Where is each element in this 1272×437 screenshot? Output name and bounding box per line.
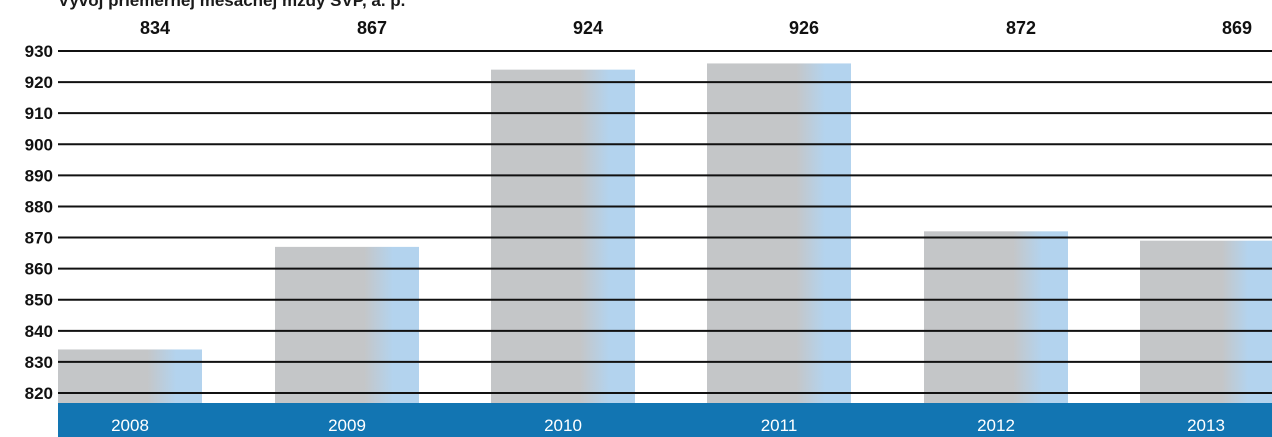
bar-2011 [707, 63, 851, 403]
y-tick-label-890: 890 [25, 166, 53, 185]
x-axis: 2008 2009 2010 2011 2012 2013 [58, 403, 1272, 437]
x-tick-label-2010: 2010 [544, 416, 582, 435]
x-tick-label-2012: 2012 [977, 416, 1015, 435]
x-axis-band [58, 403, 1272, 437]
y-tick-label-830: 830 [25, 353, 53, 372]
x-tick-label-2013: 2013 [1187, 416, 1225, 435]
value-label-2010: 924 [573, 18, 603, 38]
x-tick-label-2009: 2009 [328, 416, 366, 435]
x-tick-label-2008: 2008 [111, 416, 149, 435]
gridlines [58, 50, 1272, 394]
value-label-2013: 869 [1222, 18, 1252, 38]
value-label-2011: 926 [789, 18, 819, 38]
y-tick-label-930: 930 [25, 42, 53, 61]
bar-2009 [275, 246, 419, 403]
y-tick-label-900: 900 [25, 135, 53, 154]
value-label-2008: 834 [140, 18, 170, 38]
y-tick-label-870: 870 [25, 229, 53, 248]
y-tick-label-840: 840 [25, 322, 53, 341]
value-label-2012: 872 [1006, 18, 1036, 38]
bar-2012 [924, 231, 1068, 403]
bar-2008 [58, 349, 202, 403]
value-labels: 834 867 924 926 872 869 [140, 18, 1252, 38]
bars-layer [58, 63, 1272, 404]
value-label-2009: 867 [357, 18, 387, 38]
chart-title: Vývoj priemernej mesačnej mzdy SVP, a. p… [58, 0, 405, 10]
y-tick-label-920: 920 [25, 73, 53, 92]
y-tick-label-910: 910 [25, 104, 53, 123]
y-axis-ticks: 820 830 840 850 860 870 880 890 900 910 920 930 [25, 42, 53, 403]
y-tick-label-820: 820 [25, 384, 53, 403]
bar-2013 [1140, 240, 1272, 403]
bar-2010 [491, 69, 635, 404]
y-tick-label-880: 880 [25, 197, 53, 216]
y-tick-label-850: 850 [25, 291, 53, 310]
x-tick-label-2011: 2011 [761, 416, 798, 435]
y-tick-label-860: 860 [25, 260, 53, 279]
